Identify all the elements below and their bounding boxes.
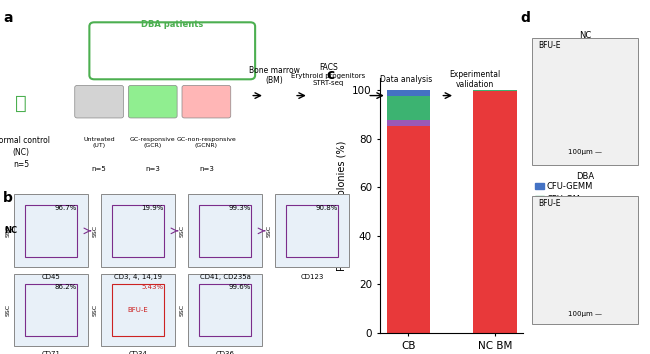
Text: n=5: n=5 — [92, 166, 107, 172]
Text: CD123: CD123 — [300, 274, 324, 280]
Bar — [473, 90, 517, 91]
Text: SSC: SSC — [6, 304, 11, 316]
Bar — [25, 205, 77, 257]
Text: CD3, 4, 14,19: CD3, 4, 14,19 — [114, 274, 162, 280]
Text: 90.8%: 90.8% — [316, 205, 338, 211]
Text: BFU-E: BFU-E — [538, 199, 561, 208]
Text: c: c — [326, 68, 334, 82]
Text: FACS: FACS — [319, 63, 337, 72]
Bar — [387, 126, 430, 333]
Bar — [199, 205, 251, 257]
Bar — [112, 284, 164, 336]
Text: BFU-E: BFU-E — [127, 307, 148, 313]
Text: SSC: SSC — [180, 225, 185, 237]
Bar — [188, 274, 262, 346]
Text: n=5: n=5 — [13, 160, 29, 169]
Bar — [275, 194, 349, 267]
Text: CD71: CD71 — [42, 352, 60, 354]
Bar — [532, 196, 638, 324]
Text: CD45: CD45 — [42, 274, 60, 280]
Text: CD41, CD235a: CD41, CD235a — [200, 274, 250, 280]
Text: 🚶: 🚶 — [15, 94, 27, 113]
Bar — [387, 120, 430, 126]
Text: SSC: SSC — [180, 304, 185, 316]
Text: Erythroid progenitors
STRT-seq: Erythroid progenitors STRT-seq — [291, 73, 365, 86]
Bar — [532, 38, 638, 166]
Text: GC-responsive
(GCR): GC-responsive (GCR) — [130, 137, 176, 148]
Legend: CFU-GEMM, CFU-GM, CFU-E, BFU-E: CFU-GEMM, CFU-GM, CFU-E, BFU-E — [534, 182, 593, 229]
Text: 99.6%: 99.6% — [229, 284, 251, 290]
Text: 100μm —: 100μm — — [568, 149, 602, 155]
Text: Untreated
(UT): Untreated (UT) — [83, 137, 115, 148]
Text: BFU-E: BFU-E — [538, 41, 561, 50]
Text: DBA: DBA — [576, 172, 594, 181]
Text: 100μm —: 100μm — — [568, 311, 602, 317]
FancyBboxPatch shape — [129, 85, 177, 118]
Text: CD36: CD36 — [216, 352, 235, 354]
Text: SSC: SSC — [93, 225, 98, 237]
Bar — [286, 205, 338, 257]
Y-axis label: Percentage of colonies (%): Percentage of colonies (%) — [337, 140, 346, 270]
Text: 86.2%: 86.2% — [55, 284, 77, 290]
Text: n=3: n=3 — [199, 166, 214, 172]
Bar — [25, 284, 77, 336]
Text: DBA patients: DBA patients — [141, 20, 203, 29]
Text: 96.7%: 96.7% — [55, 205, 77, 211]
Bar — [112, 205, 164, 257]
FancyBboxPatch shape — [90, 22, 255, 79]
Bar — [188, 194, 262, 267]
Text: Data analysis: Data analysis — [380, 75, 432, 84]
Text: GC-non-responsive
(GCNR): GC-non-responsive (GCNR) — [177, 137, 236, 148]
FancyBboxPatch shape — [182, 85, 231, 118]
Text: (NC): (NC) — [12, 148, 30, 157]
Bar — [14, 194, 88, 267]
Text: b: b — [3, 191, 13, 205]
Bar — [101, 194, 175, 267]
Text: n=3: n=3 — [146, 166, 160, 172]
Bar — [199, 284, 251, 336]
Text: SSC: SSC — [6, 225, 11, 237]
Text: Normal control: Normal control — [0, 136, 49, 145]
Text: SSC: SSC — [93, 304, 98, 316]
Text: SSC: SSC — [267, 225, 272, 237]
Text: d: d — [520, 11, 530, 25]
Text: NC: NC — [5, 226, 18, 235]
Text: CD34: CD34 — [129, 352, 148, 354]
Bar — [387, 96, 430, 120]
Text: Bone marrow
(BM): Bone marrow (BM) — [249, 65, 300, 85]
Bar — [101, 274, 175, 346]
Bar — [14, 274, 88, 346]
Text: 5.43%: 5.43% — [142, 284, 164, 290]
Text: NC: NC — [579, 31, 591, 40]
Bar — [387, 90, 430, 96]
FancyBboxPatch shape — [75, 85, 124, 118]
Text: 99.3%: 99.3% — [229, 205, 251, 211]
Text: Experimental
validation: Experimental validation — [449, 70, 500, 89]
Bar — [473, 91, 517, 333]
Text: a: a — [3, 11, 13, 25]
Text: 19.9%: 19.9% — [142, 205, 164, 211]
